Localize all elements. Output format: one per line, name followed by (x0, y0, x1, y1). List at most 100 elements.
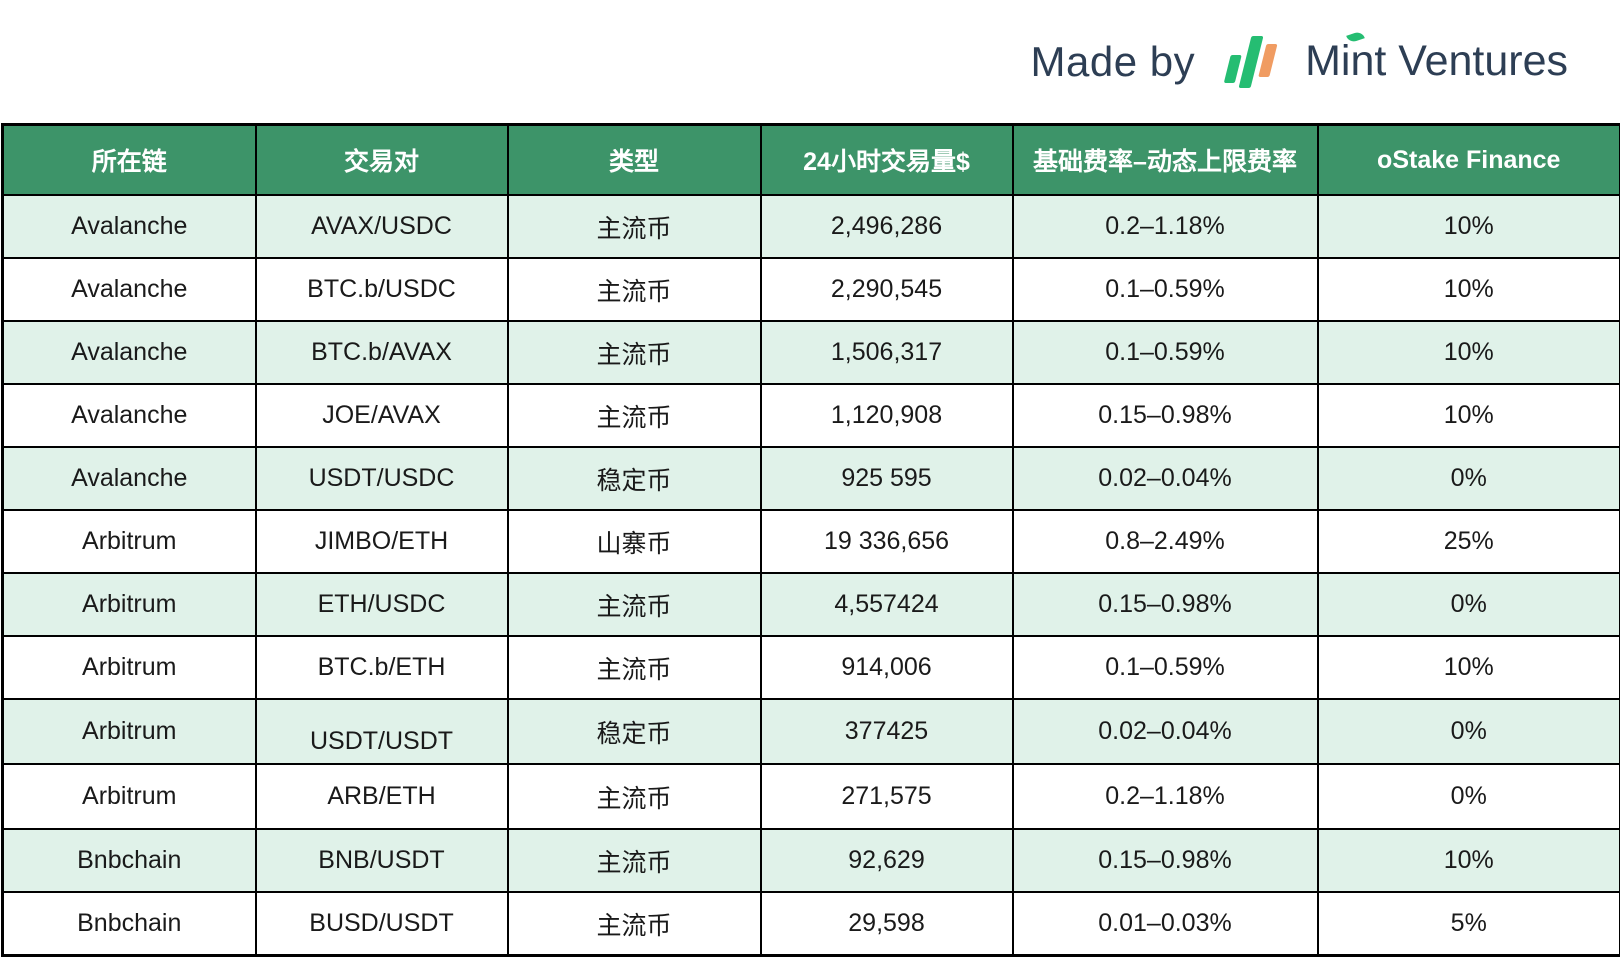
cell-text: 0.2–1.18% (1105, 212, 1225, 240)
cell-text: 271,575 (841, 782, 932, 810)
type-cell: 主流币 (506, 891, 762, 957)
cell-text: 19 336,656 (823, 527, 950, 555)
table-body: Avalanche AVAX/USDC 主流币 2,496,286 0.2–1.18% 1… (1, 194, 1620, 957)
pair-cell: ARB/ETH (254, 763, 509, 830)
cell-text: BTC.b/USDC (307, 275, 456, 303)
type-cell: 主流币 (506, 572, 762, 637)
ostake-finance-cell: 0% (1316, 446, 1620, 511)
chain-cell: Arbitrum (1, 509, 257, 574)
cell-text: 925 595 (841, 464, 932, 492)
table-header: 所在链 交易对 类型 24小时交易量$ 基础费率–动态上限费率 oStake F… (1, 123, 1620, 196)
volume-24h-cell: 19 336,656 (759, 509, 1014, 574)
cell-text: 0.15–0.98% (1098, 846, 1232, 874)
volume-24h-cell: 1,506,317 (759, 320, 1014, 385)
fee-rate-cell: 0.15–0.98% (1011, 572, 1319, 637)
cell-text: AVAX/USDC (311, 212, 452, 240)
cell-text: 2,496,286 (830, 212, 943, 240)
column-header-chain: 所在链 (1, 123, 257, 196)
table-row: Avalanche USDT/USDC 稳定币 925 595 0.02–0.04% 0% (1, 446, 1620, 511)
cell-text: 0.01–0.03% (1098, 909, 1232, 937)
column-header-pair: 交易对 (254, 123, 509, 196)
table-row: Arbitrum ARB/ETH 主流币 271,575 0.2–1.18% 0% (1, 763, 1620, 830)
type-cell: 主流币 (506, 828, 762, 893)
cell-text: 10% (1443, 401, 1494, 429)
type-cell: 主流币 (506, 635, 762, 700)
cell-text: Arbitrum (82, 653, 177, 681)
cell-text: 92,629 (848, 846, 925, 874)
pair-cell: JIMBO/ETH (254, 509, 509, 574)
cell-text: 0% (1450, 464, 1487, 492)
pair-cell: BTC.b/USDC (254, 257, 509, 322)
cell-text: 10% (1443, 653, 1494, 681)
column-header-volume: 24小时交易量$ (759, 123, 1014, 196)
ostake-finance-cell: 10% (1316, 320, 1620, 385)
table-row: Avalanche JOE/AVAX 主流币 1,120,908 0.15–0.98% 1… (1, 383, 1620, 448)
ostake-finance-cell: 0% (1316, 763, 1620, 830)
made-by-text: Made by (1030, 37, 1196, 85)
cell-text: 0% (1450, 717, 1487, 745)
cell-text: 山寨币 (596, 529, 672, 558)
fee-rate-cell: 0.15–0.98% (1011, 828, 1319, 893)
cell-text: 0.1–0.59% (1105, 338, 1225, 366)
table-row: Arbitrum USDT/USDT 稳定币 377425 0.02–0.04% 0% (1, 698, 1620, 765)
header-row: 所在链 交易对 类型 24小时交易量$ 基础费率–动态上限费率 oStake F… (1, 123, 1620, 196)
logo-bar-small-green (1223, 54, 1242, 83)
ostake-finance-cell: 10% (1316, 828, 1620, 893)
cell-text: Arbitrum (82, 782, 177, 810)
cell-text: Avalanche (71, 401, 188, 429)
cell-text: Avalanche (71, 464, 188, 492)
cell-text: 1,506,317 (830, 338, 943, 366)
cell-text: 主流币 (596, 655, 672, 684)
ostake-finance-cell: 0% (1316, 572, 1620, 637)
cell-text: BTC.b/AVAX (311, 338, 452, 366)
cell-text: Avalanche (71, 275, 188, 303)
branding-bar: Made by Mint Ventures (0, 0, 1620, 123)
cell-text: 2,290,545 (830, 275, 943, 303)
type-cell: 主流币 (506, 320, 762, 385)
volume-24h-cell: 914,006 (759, 635, 1014, 700)
cell-text: 0% (1450, 782, 1487, 810)
cell-text: 10% (1443, 275, 1494, 303)
type-cell: 稳定币 (506, 698, 762, 765)
type-cell: 主流币 (506, 194, 762, 259)
chain-cell: Avalanche (1, 446, 257, 511)
cell-text: JOE/AVAX (322, 401, 441, 429)
pair-cell: AVAX/USDC (254, 194, 509, 259)
cell-text: 主流币 (596, 214, 672, 243)
table-row: Arbitrum BTC.b/ETH 主流币 914,006 0.1–0.59% 10% (1, 635, 1620, 700)
type-cell: 主流币 (506, 257, 762, 322)
type-cell: 主流币 (506, 763, 762, 830)
fee-rate-cell: 0.1–0.59% (1011, 320, 1319, 385)
cell-text: 10% (1443, 212, 1494, 240)
mintventures-wordmark: Mint Ventures (1305, 30, 1568, 86)
fee-rate-cell: 0.1–0.59% (1011, 635, 1319, 700)
cell-text: USDT/USDT (309, 727, 454, 755)
volume-24h-cell: 377425 (759, 698, 1014, 765)
cell-text: 主流币 (596, 911, 672, 940)
mintventures-logo-icon (1223, 35, 1286, 88)
fee-rate-cell: 0.02–0.04% (1011, 446, 1319, 511)
table-row: Bnbchain BUSD/USDT 主流币 29,598 0.01–0.03% 5% (1, 891, 1620, 957)
chain-cell: Arbitrum (1, 763, 257, 830)
chain-cell: Avalanche (1, 383, 257, 448)
volume-24h-cell: 29,598 (759, 891, 1014, 957)
cell-text: 主流币 (596, 340, 672, 369)
chain-cell: Bnbchain (1, 891, 257, 957)
fee-rate-cell: 0.01–0.03% (1011, 891, 1319, 957)
cell-text: BNB/USDT (318, 846, 445, 874)
cell-text: ARB/ETH (327, 782, 436, 810)
chain-cell: Arbitrum (1, 635, 257, 700)
volume-24h-cell: 271,575 (759, 763, 1014, 830)
cell-text: 10% (1443, 338, 1494, 366)
cell-text: 主流币 (596, 848, 672, 877)
cell-text: 377425 (844, 717, 929, 745)
cell-text: JIMBO/ETH (314, 527, 449, 555)
fee-rate-cell: 0.02–0.04% (1011, 698, 1319, 765)
volume-24h-cell: 2,496,286 (759, 194, 1014, 259)
cell-text: 0.02–0.04% (1098, 717, 1232, 745)
cell-text: 主流币 (596, 784, 672, 813)
cell-text: 稳定币 (596, 719, 672, 748)
pair-cell: BTC.b/AVAX (254, 320, 509, 385)
ostake-finance-cell: 5% (1316, 891, 1620, 957)
cell-text: 1,120,908 (830, 401, 943, 429)
